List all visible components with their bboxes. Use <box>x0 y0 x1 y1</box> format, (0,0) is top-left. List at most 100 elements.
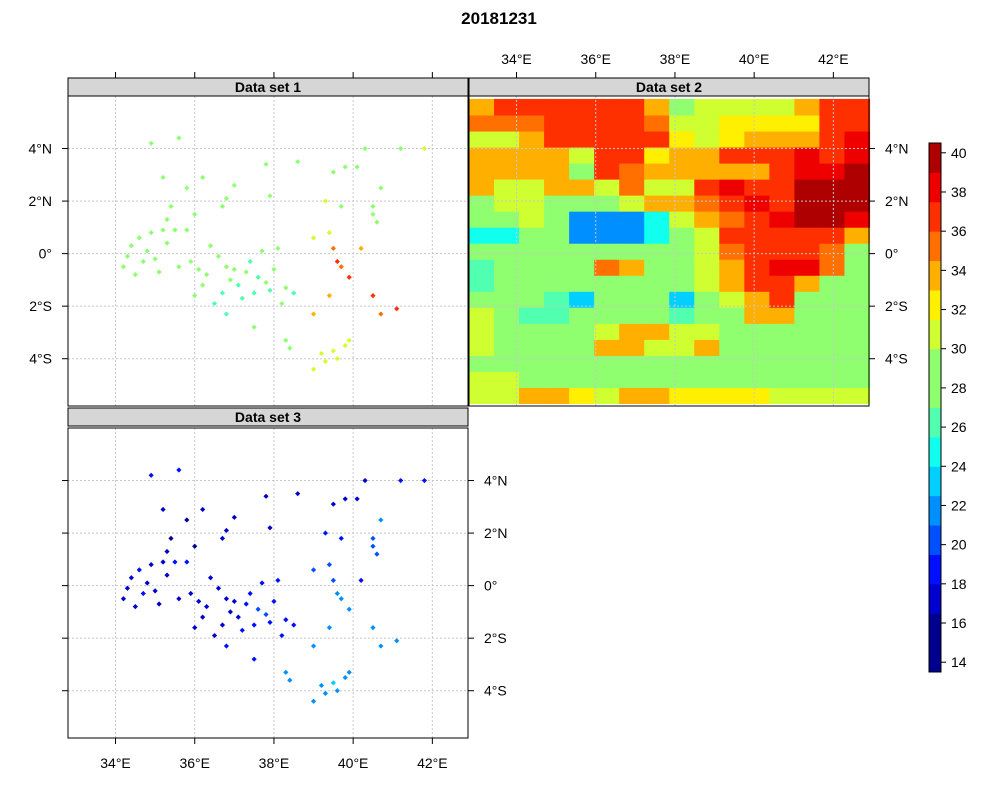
grid-cell <box>694 227 720 244</box>
y-axis-right: 4°N 2°N 0° 2°S 4°S <box>869 141 909 367</box>
data-point <box>219 622 226 628</box>
grid-cell <box>644 275 670 292</box>
grid-cell <box>719 371 745 388</box>
data-point <box>156 601 162 607</box>
data-point <box>204 604 210 610</box>
grid-cell <box>469 291 495 308</box>
grid-cell <box>619 275 645 292</box>
grid-cell <box>744 195 770 212</box>
grid-cell <box>819 259 846 276</box>
data-point <box>338 535 344 541</box>
grid-cell <box>544 275 570 292</box>
grid-cell <box>469 339 495 356</box>
grid-cell <box>769 307 795 324</box>
grid-cell <box>594 162 620 180</box>
grid-cell <box>744 387 770 404</box>
data-point <box>263 279 269 286</box>
grid-cell <box>519 307 545 324</box>
grid-cell <box>469 259 495 276</box>
grid-cell <box>619 307 645 324</box>
data-point <box>227 277 233 283</box>
grid-cell <box>644 162 670 180</box>
grid-cell <box>844 339 871 356</box>
grid-cell <box>669 243 695 260</box>
grid-cell <box>644 259 670 276</box>
legend-tick-label: 40 <box>951 145 967 161</box>
grid-cell <box>694 371 720 388</box>
grid-cell <box>644 146 670 164</box>
grid-cell <box>669 387 695 404</box>
grid-cell <box>619 259 645 276</box>
data-point <box>184 559 190 565</box>
grid-cell <box>844 371 871 388</box>
legend-swatch <box>929 201 941 232</box>
grid-cell <box>619 162 645 180</box>
data-point <box>346 337 352 343</box>
data-point <box>223 195 230 202</box>
legend-swatch <box>929 642 941 673</box>
data-point <box>310 643 317 649</box>
grid-cell <box>669 355 695 372</box>
grid-cell <box>794 162 821 180</box>
x-tick-label: 38°E <box>259 755 290 771</box>
grid-cell <box>569 98 595 116</box>
grid-cell <box>694 179 720 196</box>
grid-cell <box>569 146 595 164</box>
legend-tick-label: 18 <box>951 576 967 592</box>
data-point <box>223 596 230 602</box>
data-point <box>160 227 166 233</box>
data-point <box>394 638 400 644</box>
grid-cell <box>694 275 720 292</box>
grid-cell <box>544 339 570 356</box>
grid-cell <box>844 114 871 132</box>
grid-cell <box>669 195 695 212</box>
y-tick-label: 2°S <box>29 298 52 314</box>
grid-cell <box>769 323 795 340</box>
grid-cell <box>819 114 846 132</box>
x-axis-bottom: 34°E 36°E 38°E 40°E 42°E <box>100 738 448 771</box>
grid-cell <box>569 259 595 276</box>
panel-gridlines <box>469 96 869 406</box>
data-point <box>160 559 166 565</box>
y-tick-label: 4°N <box>484 473 508 489</box>
grid-cell <box>794 114 821 132</box>
grid-cell <box>844 227 871 244</box>
data-point <box>267 525 273 531</box>
grid-cell <box>494 243 520 260</box>
legend-border <box>928 142 942 673</box>
grid-cell <box>519 387 545 404</box>
grid-cell <box>819 243 846 260</box>
grid-cell <box>719 195 745 212</box>
grid-cell <box>844 387 871 404</box>
data-point <box>164 216 170 223</box>
grid-cell <box>794 387 821 404</box>
grid-cell <box>669 211 695 228</box>
x-tick-label: 40°E <box>739 51 770 67</box>
grid-cell <box>619 195 645 212</box>
data-point <box>263 611 269 618</box>
scatter-points <box>120 467 428 704</box>
grid-cell <box>669 179 695 196</box>
y-tick-label: 2°S <box>885 298 908 314</box>
x-tick-label: 34°E <box>100 755 131 771</box>
grid-cell <box>769 339 795 356</box>
data-point <box>196 266 202 272</box>
grid-cell <box>519 114 545 132</box>
grid-cell <box>519 275 545 292</box>
grid-cell <box>619 355 645 372</box>
legend-tick-label: 22 <box>951 497 967 513</box>
grid-cell <box>619 130 645 148</box>
grid-cell <box>744 371 770 388</box>
legend-tick-label: 28 <box>951 380 967 396</box>
grid-cell <box>794 179 821 196</box>
grid-cell <box>669 130 695 148</box>
grid-cell <box>619 98 645 116</box>
data-point <box>140 258 146 265</box>
legend-tick-label: 30 <box>951 341 967 357</box>
grid-cell <box>519 146 545 164</box>
legend-tick-label: 38 <box>951 184 967 200</box>
y-tick-label: 2°N <box>29 193 53 209</box>
grid-cell <box>769 275 795 292</box>
grid-cell <box>594 179 620 196</box>
